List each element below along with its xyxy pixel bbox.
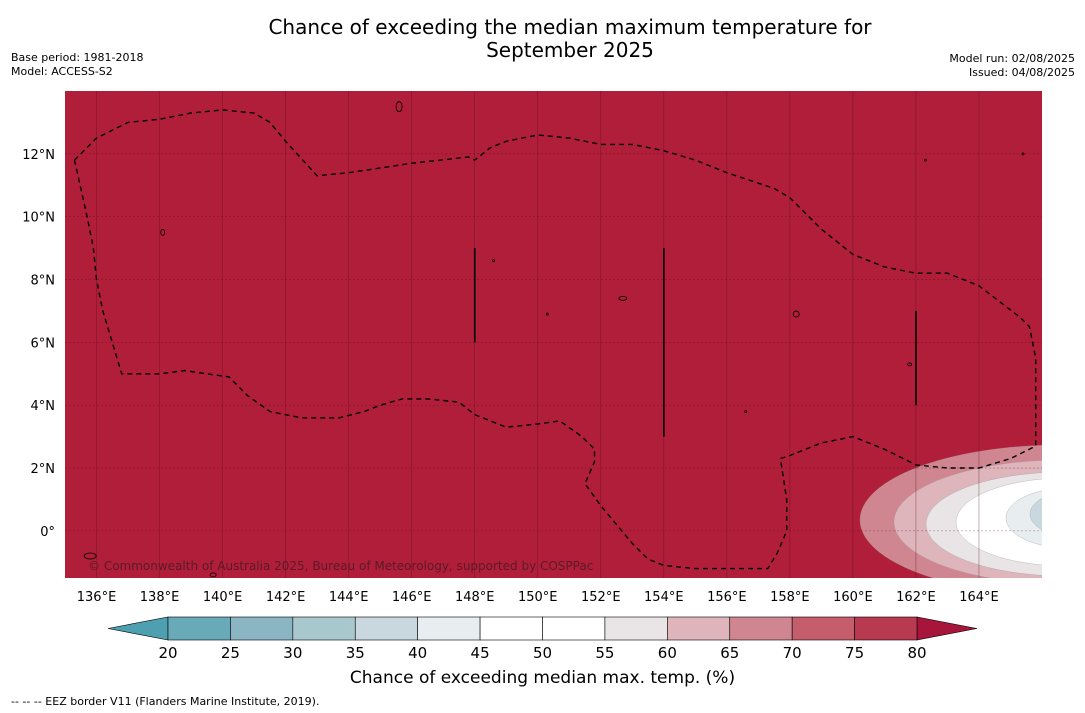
- colorbar-tick-label: 80: [907, 644, 926, 662]
- colorbar-tick-label: 45: [471, 644, 490, 662]
- colorbar-segment: [354, 616, 418, 641]
- colorbar-segment: [230, 616, 294, 641]
- island-outline: [395, 101, 403, 113]
- x-tick-label: 140°E: [203, 590, 243, 605]
- island-outline: [907, 362, 913, 367]
- colorbar: [107, 616, 978, 641]
- island-outline: [209, 572, 217, 578]
- island-outline: [83, 552, 97, 560]
- colorbar-segment: [292, 616, 356, 641]
- anomaly-contour-band: [1029, 498, 1042, 530]
- x-axis-ticks: 136°E 138°E 140°E 142°E 144°E 146°E 148°E 150°E…: [77, 590, 999, 605]
- colorbar-tick-label: 40: [408, 644, 427, 662]
- x-tick-label: 148°E: [455, 590, 495, 605]
- cool-anomaly-patch: [859, 445, 1085, 578]
- colorbar-under-arrow: [107, 616, 169, 641]
- issued-text: Issued: 04/08/2025: [968, 66, 1075, 79]
- y-tick-label: 10°N: [22, 211, 55, 226]
- colorbar-tick-label: 35: [346, 644, 365, 662]
- anomaly-contour-band: [1046, 497, 1085, 527]
- x-tick-label: 164°E: [959, 590, 999, 605]
- island-outline: [492, 259, 496, 263]
- y-tick-label: 6°N: [31, 336, 56, 351]
- x-tick-label: 152°E: [581, 590, 621, 605]
- colorbar-segment: [542, 616, 606, 641]
- colorbar-segment: [729, 616, 793, 641]
- model-run-text: Model run: 02/08/2025: [949, 52, 1075, 65]
- colorbar-tick-label: 65: [720, 644, 739, 662]
- model-text: Model: ACCESS-S2: [11, 65, 113, 78]
- anomaly-contour-band: [1005, 490, 1042, 546]
- x-tick-label: 154°E: [644, 590, 684, 605]
- copyright-text: © Commonwealth of Australia 2025, Bureau…: [88, 559, 593, 573]
- chart-title-line1: Chance of exceeding the median maximum t…: [268, 15, 872, 39]
- colorbar-tick-label: 55: [595, 644, 614, 662]
- island-outline: [792, 310, 800, 318]
- colorbar-segment: [667, 616, 731, 641]
- colorbar-segment: [167, 616, 231, 641]
- x-tick-label: 144°E: [329, 590, 369, 605]
- colorbar-tick-label: 50: [533, 644, 552, 662]
- colorbar-tick-label: 75: [845, 644, 864, 662]
- colorbar-tick-label: 20: [158, 644, 177, 662]
- colorbar-segment: [791, 616, 855, 641]
- x-tick-label: 158°E: [770, 590, 810, 605]
- x-tick-label: 136°E: [77, 590, 117, 605]
- x-tick-label: 142°E: [266, 590, 306, 605]
- colorbar-tick-label: 30: [283, 644, 302, 662]
- island-outlines: [83, 101, 1025, 578]
- x-tick-label: 156°E: [707, 590, 747, 605]
- colorbar-label: Chance of exceeding median max. temp. (%…: [349, 668, 736, 688]
- x-tick-label: 146°E: [392, 590, 432, 605]
- y-tick-label: 0°: [40, 525, 55, 540]
- colorbar-tick-label: 60: [658, 644, 677, 662]
- colorbar-segment: [417, 616, 481, 641]
- x-tick-label: 160°E: [833, 590, 873, 605]
- island-outline: [545, 312, 549, 316]
- eez-legend-text: -- -- -- EEZ border V11 (Flanders Marine…: [11, 695, 320, 708]
- y-axis-ticks: 12°N 10°N 8°N 6°N 4°N 2°N 0°: [22, 148, 55, 540]
- island-outline: [923, 158, 927, 162]
- y-tick-label: 2°N: [31, 462, 56, 477]
- y-tick-label: 4°N: [31, 399, 56, 414]
- colorbar-segment: [854, 616, 918, 641]
- x-tick-label: 162°E: [896, 590, 936, 605]
- island-outline: [744, 410, 748, 413]
- island-outline: [1021, 152, 1025, 156]
- colorbar-tick-label: 70: [783, 644, 802, 662]
- x-tick-label: 150°E: [518, 590, 558, 605]
- anomaly-contour-band: [1059, 503, 1085, 521]
- colorbar-segment: [479, 616, 543, 641]
- eez-segment-lines: [473, 248, 917, 437]
- base-period-text: Base period: 1981-2018: [11, 51, 144, 64]
- island-outline: [160, 228, 166, 236]
- colorbar-ticks: 20 25 30 35 40 45 50 55 60 65 70 75 80: [158, 644, 926, 662]
- x-tick-label: 138°E: [140, 590, 180, 605]
- colorbar-over-arrow: [916, 616, 978, 641]
- island-outline: [618, 295, 628, 301]
- y-tick-label: 12°N: [22, 148, 55, 163]
- colorbar-segment: [604, 616, 668, 641]
- colorbar-tick-label: 25: [221, 644, 240, 662]
- y-tick-label: 8°N: [31, 274, 56, 289]
- chart-title-line2: September 2025: [486, 38, 654, 62]
